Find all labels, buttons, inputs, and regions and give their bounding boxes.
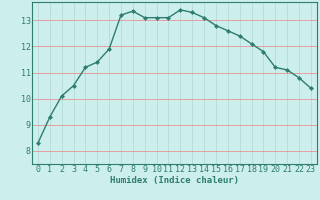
X-axis label: Humidex (Indice chaleur): Humidex (Indice chaleur)	[110, 176, 239, 185]
